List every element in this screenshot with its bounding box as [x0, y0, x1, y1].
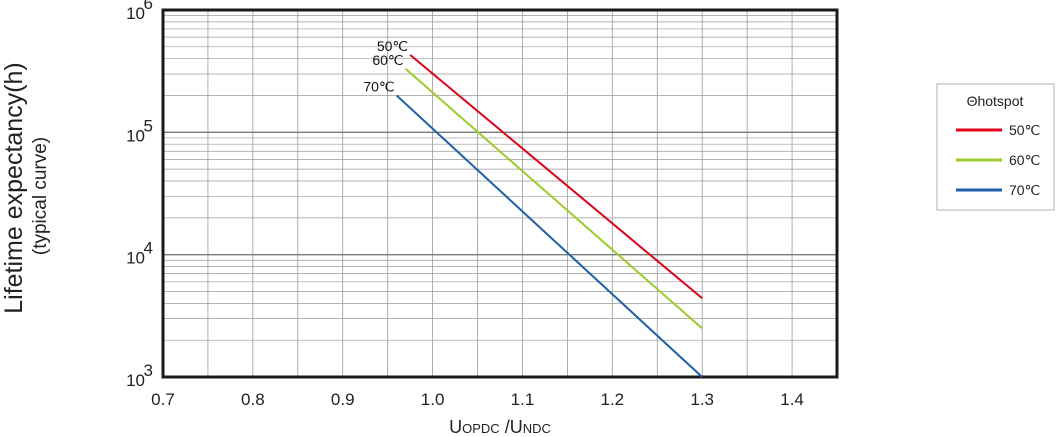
grid-lines [162, 9, 838, 378]
x-tick-label: 1.2 [601, 390, 625, 409]
y-tick-base: 10 [126, 249, 145, 268]
y-tick-base: 10 [126, 126, 145, 145]
y-tick-label: 10 [126, 371, 145, 390]
x-tick-label: 1.4 [780, 390, 804, 409]
y-axis-sublabel: (typical curve) [30, 137, 51, 255]
legend-label: 70℃ [1009, 182, 1040, 198]
x-tick-label: 1.1 [511, 390, 535, 409]
y-tick-base: 10 [126, 4, 145, 23]
series-lines [395, 54, 703, 378]
x-tick-label: 0.8 [241, 390, 265, 409]
legend-items: 50℃ 60℃ 70℃ [956, 122, 1040, 198]
legend-title: Θhotspot [967, 93, 1024, 109]
x-axis-label: UOPDC /UNDC [449, 417, 551, 437]
y-tick-base: 10 [126, 371, 145, 390]
x-tick-label: 1.0 [421, 390, 445, 409]
series-line [395, 94, 703, 378]
x-axis-label-sub2: NDC [523, 421, 551, 436]
x-tick-label: 0.7 [151, 390, 175, 409]
series-label: 60℃ [372, 52, 403, 68]
plot-frame [161, 8, 839, 379]
legend-label: 50℃ [1009, 122, 1040, 138]
legend: Θhotspot 50℃ 60℃ 70℃ [936, 83, 1055, 211]
y-tick-exponent: 5 [144, 116, 153, 135]
y-tick-exponent: 3 [144, 361, 153, 380]
y-tick-exponent: 6 [144, 0, 153, 13]
series-line [409, 54, 703, 300]
legend-label: 60℃ [1009, 152, 1040, 168]
y-tick-label: 10 [126, 4, 145, 23]
y-axis-label: Lifetime expectancy(h) [0, 62, 28, 314]
y-tick-exponent: 4 [144, 239, 153, 258]
x-axis-label-sep: /U [500, 417, 523, 437]
y-tick-label: 10 [126, 126, 145, 145]
series-line [404, 68, 703, 330]
series-label: 50℃ [377, 38, 408, 54]
series-annotations: 50℃60℃ 70℃ [363, 38, 408, 95]
x-tick-label: 0.9 [331, 390, 355, 409]
x-tick-label: 1.3 [690, 390, 714, 409]
x-tick-labels: 0.7 0.8 0.9 1.0 1.1 1.2 1.3 1.4 [151, 390, 804, 409]
series-label: 70℃ [363, 79, 394, 95]
x-axis-label-sub1: OPDC [462, 421, 500, 436]
y-tick-label: 10 [126, 249, 145, 268]
x-axis-label-main: U [449, 417, 462, 437]
